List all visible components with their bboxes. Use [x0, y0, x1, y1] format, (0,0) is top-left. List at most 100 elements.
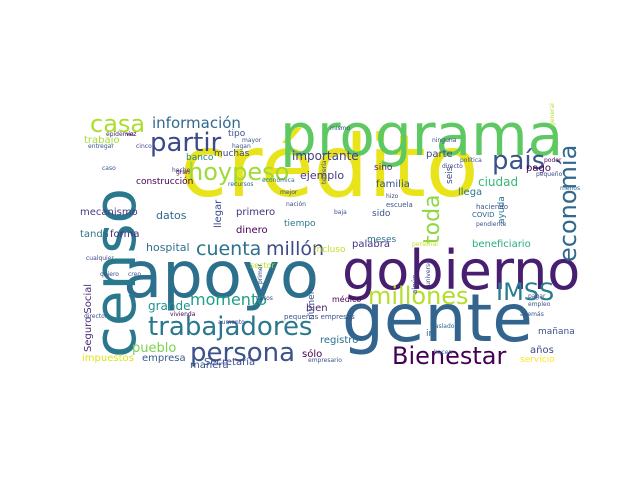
word: familia: [376, 179, 410, 190]
word: forma: [110, 229, 140, 240]
word: ciudad: [478, 175, 519, 189]
word: importante: [292, 149, 359, 163]
word: trabajo: [84, 135, 120, 146]
word: médico: [332, 295, 362, 304]
word: cualquier: [86, 255, 114, 262]
word: primero: [236, 207, 276, 218]
word: mismo: [330, 125, 351, 132]
word: años: [530, 345, 554, 356]
word: primer: [257, 264, 264, 284]
word: servicio: [520, 355, 555, 365]
word: pequeño: [536, 171, 563, 178]
word: universo: [425, 260, 432, 286]
word: país: [492, 146, 546, 176]
word: llegar: [213, 199, 224, 228]
word: programa: [280, 101, 564, 169]
word: banco: [186, 153, 214, 163]
word: pendiente: [476, 221, 507, 228]
word: sector: [250, 261, 275, 270]
word: directo: [442, 163, 463, 170]
word: ir: [426, 329, 433, 339]
word: hecho: [172, 167, 191, 174]
word: beneficiario: [472, 239, 531, 250]
word: millones: [368, 282, 469, 310]
word: mayor: [242, 137, 262, 144]
word: hoypeso: [188, 158, 290, 186]
word: hospital: [146, 241, 190, 254]
word: casa: [90, 110, 146, 138]
word: director: [84, 313, 108, 320]
word: llega: [458, 187, 483, 198]
word: hacen: [434, 349, 453, 356]
word: dinero: [236, 225, 268, 236]
word: teorería: [321, 160, 328, 184]
word: IMSS: [496, 278, 555, 306]
word: persona: [190, 338, 296, 368]
word: bien: [306, 303, 328, 314]
word: cuenta: [196, 238, 262, 260]
word: tanda: [80, 229, 109, 240]
word: sido: [372, 209, 391, 219]
word: mañana: [538, 327, 575, 337]
word: económica: [262, 177, 295, 184]
word: hizo: [386, 193, 399, 200]
word-cloud: crédito apoyo gente censo programa gobie…: [80, 96, 580, 371]
word: vez: [126, 131, 137, 138]
word: palabra: [352, 239, 390, 250]
word: toda: [420, 194, 445, 244]
word: algún: [411, 274, 419, 294]
word: mecanismo: [80, 207, 138, 218]
word: nación: [286, 201, 306, 208]
word: además: [520, 311, 544, 318]
word: ejemplo: [300, 169, 345, 182]
word: vivienda: [170, 311, 196, 318]
word: pago: [526, 163, 551, 174]
word: sino: [374, 163, 393, 173]
word: gran: [176, 169, 190, 176]
word: Secretaría: [204, 357, 256, 368]
word: millón: [266, 238, 325, 260]
word: general: [549, 103, 556, 126]
word: baja: [334, 209, 347, 216]
word: gente: [342, 280, 533, 357]
word: parte: [426, 149, 453, 160]
word: datos: [156, 209, 187, 222]
word: apoyo: [123, 239, 320, 313]
word: personal: [412, 241, 438, 248]
word: escuela: [386, 201, 413, 209]
word: manera: [190, 360, 229, 371]
word: construcción: [136, 177, 194, 187]
word: empleo: [528, 301, 551, 308]
word: hagan: [232, 143, 251, 150]
word: poder: [544, 157, 562, 164]
word: epidemia: [106, 131, 134, 138]
word: partir: [150, 128, 222, 158]
word: haciendo: [476, 203, 508, 211]
word: información: [152, 114, 241, 132]
word: casos: [256, 295, 273, 302]
word: pueblo: [132, 341, 177, 356]
word: meses: [367, 235, 397, 245]
word: entregar: [88, 143, 114, 150]
word: creo: [128, 271, 141, 278]
word: incluso: [314, 245, 346, 255]
word: cinco: [136, 143, 152, 150]
word: registro: [320, 335, 359, 346]
word: quiero: [100, 271, 119, 278]
word: Bienestar: [392, 342, 507, 370]
word: sólo: [302, 349, 323, 360]
word: pagar: [528, 293, 546, 300]
word: política: [460, 157, 482, 164]
word: tipo: [228, 129, 246, 139]
word: COVID: [472, 211, 495, 219]
word: trabajadores: [148, 312, 313, 342]
word: gobierno: [342, 239, 580, 302]
word: menos: [560, 185, 580, 192]
word: recursos: [228, 181, 254, 188]
word: caso: [102, 165, 116, 172]
word: aumento: [218, 319, 245, 326]
word: impuestos: [82, 353, 134, 364]
word: momento: [190, 290, 268, 309]
word: mejor: [280, 189, 298, 196]
word: pequeñas empresas: [284, 313, 355, 321]
